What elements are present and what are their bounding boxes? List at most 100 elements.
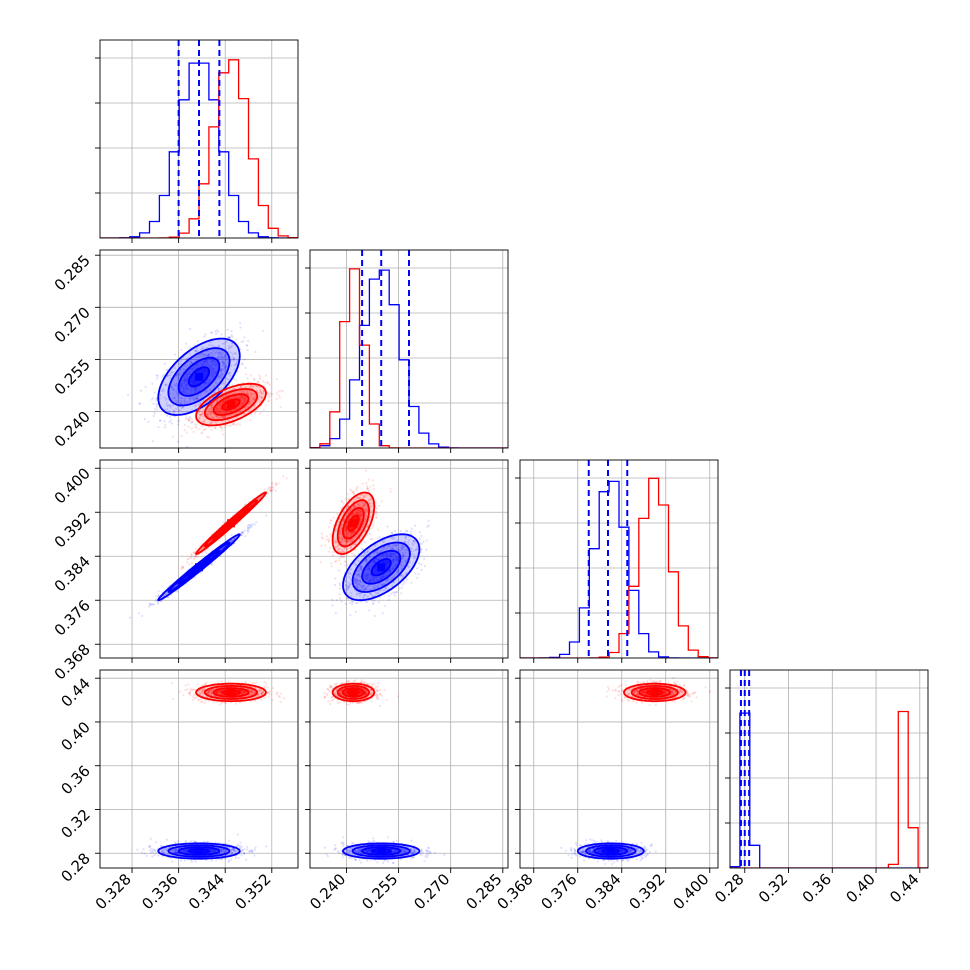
scatter-point <box>176 440 180 443</box>
scatter-point <box>361 586 364 589</box>
scatter-point <box>390 553 393 556</box>
scatter-point <box>393 544 396 547</box>
scatter-point <box>344 525 347 528</box>
scatter-point <box>258 378 262 381</box>
scatter-point <box>360 568 363 571</box>
scatter-point <box>374 591 377 594</box>
scatter-point <box>371 560 375 563</box>
scatter-point <box>355 580 358 583</box>
scatter-point <box>262 389 265 393</box>
scatter-point <box>394 556 398 559</box>
scatter-point <box>359 575 362 579</box>
scatter-point <box>246 531 249 534</box>
scatter-point <box>177 417 180 420</box>
scatter-point <box>336 544 339 547</box>
scatter-point <box>258 374 261 377</box>
scatter-point <box>268 383 271 386</box>
scatter-point <box>222 521 225 524</box>
scatter-point <box>328 546 332 550</box>
scatter-point <box>364 573 367 577</box>
scatter-point <box>211 410 214 413</box>
scatter-point <box>385 587 388 590</box>
scatter-point <box>169 416 172 419</box>
scatter-point <box>242 398 245 401</box>
scatter-point <box>217 348 220 351</box>
scatter-point <box>167 404 170 407</box>
scatter-point <box>194 404 197 407</box>
scatter-point <box>234 352 237 355</box>
scatter-point <box>220 351 223 354</box>
scatter-point <box>162 388 165 391</box>
scatter-point <box>356 534 359 537</box>
scatter-point <box>380 576 383 579</box>
scatter-point <box>232 423 235 426</box>
scatter-point <box>401 557 404 560</box>
scatter-point <box>222 416 225 419</box>
scatter-point <box>156 408 159 411</box>
scatter-point <box>423 564 426 568</box>
scatter-point <box>203 390 206 393</box>
scatter-point <box>197 354 200 357</box>
scatter-point <box>355 579 358 583</box>
scatter-point <box>345 547 348 550</box>
scatter-point <box>185 342 188 345</box>
scatter-point <box>181 397 184 400</box>
scatter-point <box>194 367 197 370</box>
scatter-point <box>338 557 341 560</box>
scatter-point <box>229 392 232 395</box>
scatter-point <box>362 504 365 508</box>
scatter-point <box>269 489 272 492</box>
scatter-point <box>265 514 268 517</box>
scatter-point <box>194 349 197 353</box>
scatter-point <box>211 417 215 420</box>
scatter-point <box>210 562 214 566</box>
scatter-point <box>164 383 168 387</box>
scatter-point <box>354 581 357 584</box>
scatter-point <box>392 591 395 594</box>
scatter-point <box>404 551 407 554</box>
scatter-point <box>181 391 184 394</box>
scatter-point <box>379 550 382 554</box>
scatter-point <box>218 403 221 406</box>
scatter-point <box>210 405 213 408</box>
scatter-point <box>256 389 259 392</box>
scatter-point <box>218 344 221 347</box>
scatter-point <box>174 384 177 387</box>
scatter-point <box>388 570 391 573</box>
scatter-point <box>196 346 199 349</box>
scatter-point <box>376 578 379 581</box>
scatter-point <box>365 574 368 578</box>
scatter-point <box>389 547 392 551</box>
scatter-point <box>350 552 354 555</box>
scatter-point <box>221 368 224 371</box>
scatter-point <box>243 397 246 400</box>
scatter-point <box>221 373 224 376</box>
scatter-point <box>173 411 176 414</box>
scatter-point <box>221 356 225 360</box>
scatter-point <box>228 410 231 413</box>
scatter-point <box>347 585 350 589</box>
scatter-point <box>371 594 374 598</box>
scatter-point <box>181 566 184 570</box>
scatter-point <box>199 413 202 416</box>
scatter-point <box>355 487 358 490</box>
scatter-point <box>188 371 191 374</box>
scatter-point <box>206 390 209 393</box>
scatter-point <box>215 363 218 366</box>
scatter-point <box>218 410 221 413</box>
scatter-point <box>151 382 154 385</box>
scatter-point <box>199 393 202 396</box>
scatter-point <box>269 486 272 489</box>
scatter-point <box>377 551 380 555</box>
scatter-point <box>347 512 350 515</box>
scatter-point <box>213 352 216 355</box>
scatter-point <box>239 397 242 400</box>
scatter-point <box>212 415 215 419</box>
scatter-point <box>271 481 274 484</box>
scatter-point <box>371 562 374 565</box>
scatter-point <box>210 331 213 334</box>
scatter-point <box>360 568 363 571</box>
scatter-point <box>181 566 184 569</box>
scatter-point <box>355 577 358 581</box>
scatter-point <box>362 597 365 600</box>
